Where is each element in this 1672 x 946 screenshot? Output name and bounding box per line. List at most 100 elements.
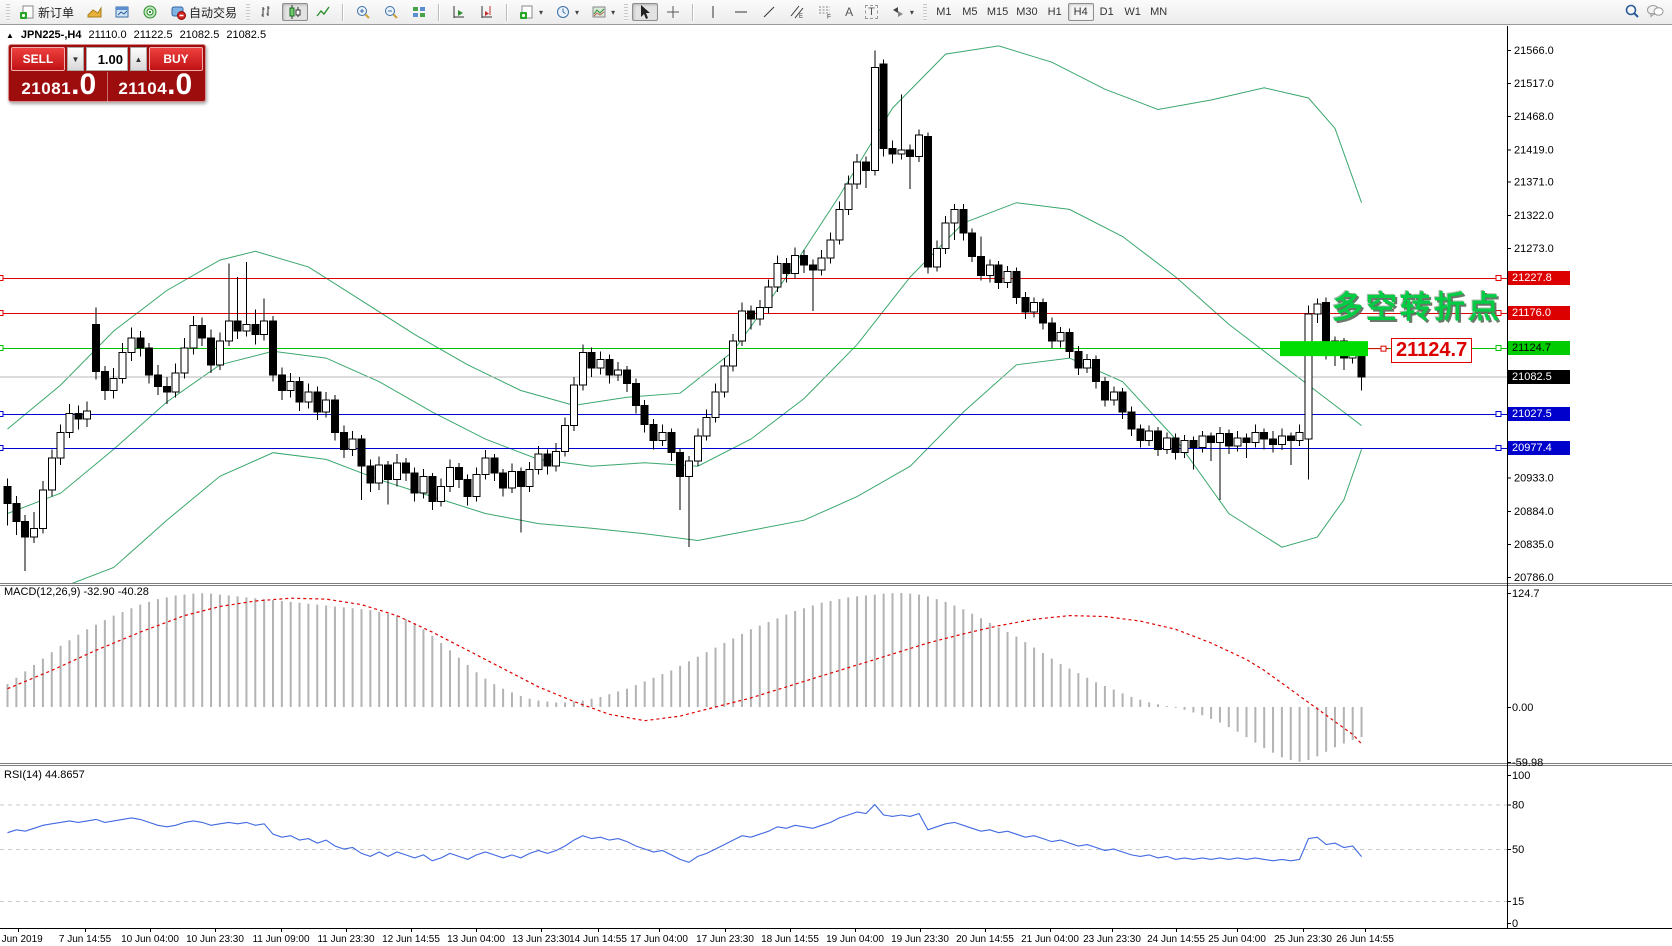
line-anchor-marker[interactable] <box>1495 411 1502 417</box>
equidistant-channel-button[interactable]: E <box>784 3 810 21</box>
toolbar-grip[interactable] <box>246 3 251 21</box>
svg-text:21273.0: 21273.0 <box>1514 243 1554 255</box>
svg-text:10 Jun 23:30: 10 Jun 23:30 <box>186 934 244 945</box>
svg-text:F: F <box>827 14 831 21</box>
text-label-button[interactable]: T <box>860 3 883 21</box>
symbol-header[interactable]: ▲ JPN225-,H4 21110.0 21122.5 21082.5 210… <box>6 29 266 41</box>
shapes-button[interactable]: ▾ <box>885 3 919 21</box>
periods-button[interactable]: ▾ <box>550 3 584 21</box>
chart-shift-button[interactable] <box>474 3 500 21</box>
auto-scroll-button[interactable] <box>446 3 472 21</box>
text-button[interactable]: A <box>840 3 858 21</box>
rsi-line <box>7 803 1362 863</box>
line-anchor-marker[interactable] <box>1495 445 1502 451</box>
autotrading-icon <box>170 4 187 20</box>
chat-icon[interactable] <box>1646 3 1664 22</box>
line-anchor-marker[interactable] <box>0 411 4 417</box>
bollinger-middle-band <box>7 202 1362 514</box>
chart-plot[interactable]: 21566.0 21517.0 21468.0 21419.0 21371.0 21322… <box>0 26 1672 946</box>
toolbar-grip[interactable] <box>6 3 10 21</box>
volume-down-button[interactable]: ▼ <box>67 47 84 71</box>
line-anchor-marker[interactable] <box>0 445 4 451</box>
horizontal-line-button[interactable] <box>728 3 754 21</box>
crosshair-button[interactable] <box>660 3 686 21</box>
svg-text:20 Jun 14:55: 20 Jun 14:55 <box>956 934 1014 945</box>
fibonacci-button[interactable]: F <box>812 3 838 21</box>
line-anchor-marker[interactable] <box>1380 345 1387 352</box>
vertical-line-button[interactable] <box>700 3 726 21</box>
timeframe-button-h4[interactable]: H4 <box>1067 3 1094 21</box>
templates-icon <box>591 4 607 20</box>
timeframe-button-h1[interactable]: H1 <box>1047 6 1062 18</box>
timeframe-button-m5[interactable]: M5 <box>962 6 978 18</box>
autotrading-label: 自动交易 <box>189 5 238 20</box>
svg-text:17 Jun 04:00: 17 Jun 04:00 <box>630 934 688 945</box>
price-level-label[interactable]: 21124.7 <box>1391 338 1473 363</box>
collapse-triangle-icon[interactable]: ▲ <box>6 30 14 40</box>
line-anchor-marker[interactable] <box>0 310 4 316</box>
svg-text:7 Jun 14:55: 7 Jun 14:55 <box>59 934 112 945</box>
macd-pane[interactable] <box>6 593 1363 762</box>
symbol-title: JPN225-,H4 <box>20 29 82 41</box>
tile-windows-button[interactable] <box>406 3 432 21</box>
signals-button[interactable] <box>137 3 163 21</box>
sell-button[interactable]: SELL <box>11 47 65 71</box>
profiles-button[interactable] <box>109 3 135 21</box>
sell-price[interactable]: 21081 .0 <box>11 70 107 102</box>
timeframe-button-mn[interactable]: MN <box>1150 6 1168 18</box>
line-anchor-marker[interactable] <box>0 275 4 281</box>
price-pane[interactable] <box>0 45 1507 595</box>
candlestick-chart-icon <box>287 4 303 20</box>
buy-button[interactable]: BUY <box>149 47 203 71</box>
line-anchor-marker[interactable] <box>1495 345 1502 351</box>
line-anchor-marker[interactable] <box>0 345 4 351</box>
periods-icon <box>555 4 571 20</box>
indicators-button[interactable]: ▾ <box>514 3 548 21</box>
bar-chart-button[interactable] <box>254 3 280 21</box>
templates-button[interactable]: ▾ <box>586 3 620 21</box>
new-order-button[interactable]: 新订单 <box>14 3 79 21</box>
buy-price[interactable]: 21104 .0 <box>106 68 204 102</box>
timeframe-button-d1[interactable]: D1 <box>1099 6 1114 18</box>
new-chart-button[interactable] <box>81 3 107 21</box>
cursor-button[interactable] <box>632 3 659 21</box>
timeframe-button-m15[interactable]: M15 <box>986 6 1009 18</box>
chevron-down-icon: ▾ <box>575 7 580 17</box>
candlesticks <box>3 50 1366 571</box>
svg-text:11 Jun 23:30: 11 Jun 23:30 <box>317 934 375 945</box>
highlight-rectangle[interactable] <box>1280 341 1368 357</box>
macd-signal-line <box>7 597 1362 745</box>
price-badge: 20977.4 <box>1508 440 1570 455</box>
volume-input[interactable] <box>86 47 128 71</box>
bollinger-upper-band <box>7 45 1363 430</box>
ohlc-close: 21082.5 <box>226 29 267 41</box>
new-order-label: 新订单 <box>38 5 75 20</box>
volume-up-button[interactable]: ▲ <box>130 47 147 71</box>
zoom-out-button[interactable] <box>378 3 404 21</box>
profiles-icon <box>114 4 130 20</box>
rsi-pane[interactable] <box>0 803 1507 902</box>
line-anchor-marker[interactable] <box>1495 275 1502 281</box>
svg-text:13 Jun 04:00: 13 Jun 04:00 <box>447 934 505 945</box>
buy-price-pip: .0 <box>167 68 193 101</box>
horizontal-line-icon <box>733 4 749 20</box>
svg-text:21517.0: 21517.0 <box>1514 78 1554 90</box>
line-anchor-marker[interactable] <box>1495 310 1502 316</box>
macd-indicator-label: MACD(12,26,9) -32.90 -40.28 <box>4 586 149 598</box>
toolbar-grip[interactable] <box>922 3 927 21</box>
search-icon[interactable] <box>1624 3 1640 22</box>
signals-icon <box>142 4 158 20</box>
zoom-in-button[interactable] <box>350 3 376 21</box>
toolbar-grip[interactable] <box>624 3 629 21</box>
line-chart-button[interactable] <box>310 3 336 21</box>
indicators-icon <box>519 4 535 20</box>
timeframe-button-w1[interactable]: W1 <box>1124 6 1141 18</box>
svg-text:6 Jun 2019: 6 Jun 2019 <box>0 934 43 945</box>
svg-text:14 Jun 14:55: 14 Jun 14:55 <box>569 934 627 945</box>
candlestick-chart-button[interactable] <box>282 3 309 21</box>
autotrading-button[interactable]: 自动交易 <box>165 3 242 21</box>
timeframe-button-m30[interactable]: M30 <box>1016 6 1038 18</box>
svg-text:15: 15 <box>1512 896 1524 908</box>
timeframe-button-m1[interactable]: M1 <box>936 6 952 18</box>
trendline-button[interactable] <box>756 3 782 21</box>
